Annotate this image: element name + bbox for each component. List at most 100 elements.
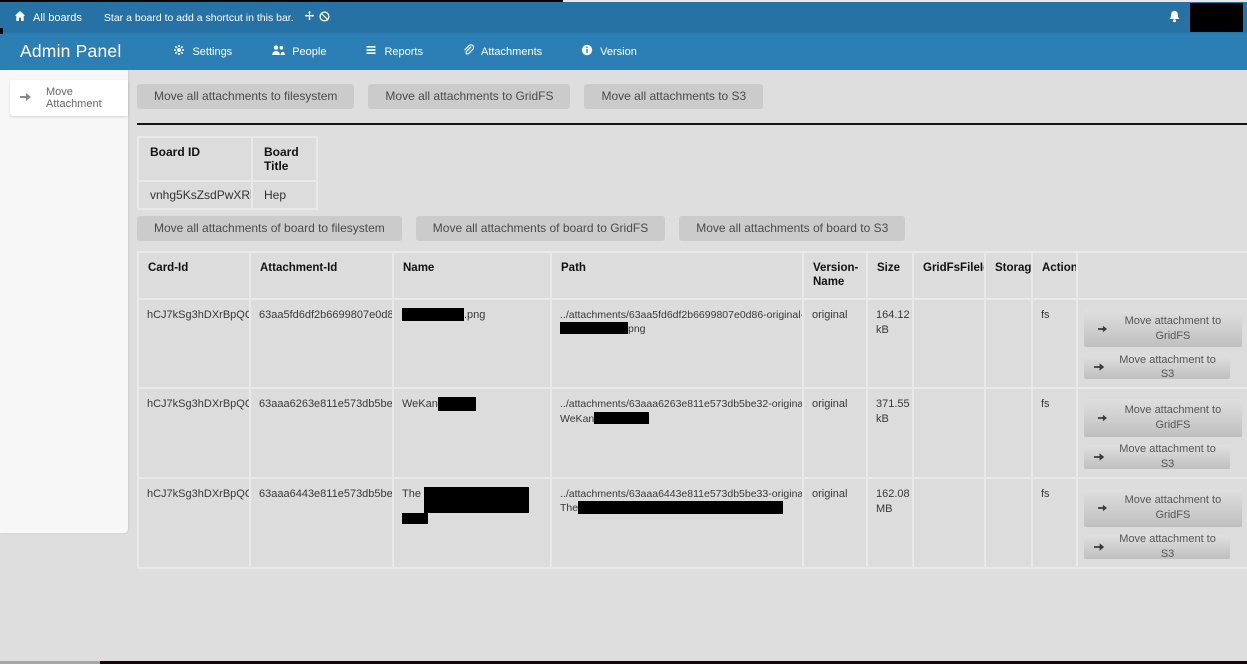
user-avatar-redacted[interactable] bbox=[1190, 3, 1243, 32]
col-header-name: Name bbox=[392, 251, 552, 300]
main-content: Move all attachments to filesystem Move … bbox=[128, 70, 1247, 569]
col-header-action: Action bbox=[1031, 251, 1078, 300]
attachments-table-header-row: Card-Id Attachment-Id Name Path Version-Name… bbox=[137, 251, 1247, 300]
star-hint-text: Star a board to add a shortcut in this b… bbox=[103, 11, 294, 24]
menu-label-people: People bbox=[292, 45, 327, 58]
board-table-header-row: Board ID Board Title bbox=[137, 136, 318, 182]
admin-menu: Settings People Reports Attachments Vers… bbox=[167, 40, 642, 63]
move-attachment-to-s3-button[interactable]: Move attachment to S3 bbox=[1084, 443, 1230, 470]
attachment-row: hCJ7kSg3hDXrBpQQa 63aaa6443e811e573db5be3… bbox=[137, 477, 1247, 569]
row-actions-cell: Move attachment to GridFS Move attachment… bbox=[1076, 387, 1247, 480]
star-hint: Star a board to add a shortcut in this b… bbox=[103, 10, 330, 25]
action-cell: fs bbox=[1031, 387, 1078, 480]
move-all-to-filesystem-button[interactable]: Move all attachments to filesystem bbox=[137, 84, 355, 109]
menu-label-reports: Reports bbox=[384, 45, 423, 58]
card-id-cell: hCJ7kSg3hDXrBpQQa bbox=[137, 477, 251, 569]
move-all-to-gridfs-button[interactable]: Move all attachments to GridFS bbox=[368, 84, 571, 109]
attachment-id-cell: 63aaa6263e811e573db5be32 bbox=[249, 387, 394, 480]
col-header-path: Path bbox=[550, 251, 804, 300]
menu-label-attachments: Attachments bbox=[480, 45, 543, 58]
all-boards-label: All boards bbox=[33, 11, 82, 24]
global-actions-row: Move all attachments to filesystem Move … bbox=[137, 84, 1247, 109]
info-icon bbox=[581, 44, 593, 59]
move-attachment-to-gridfs-button[interactable]: Move attachment to GridFS bbox=[1084, 309, 1242, 348]
storage-cell bbox=[984, 297, 1033, 390]
divider bbox=[137, 123, 1247, 125]
row-actions-cell: Move attachment to GridFS Move attachment… bbox=[1076, 297, 1247, 390]
top-strip-light bbox=[563, 0, 1247, 2]
all-boards-button[interactable]: All boards bbox=[14, 10, 82, 25]
redaction-box bbox=[594, 411, 650, 424]
path-cell: ../attachments/63aaa6443e811e573db5be33-… bbox=[550, 477, 804, 569]
notifications-bell-icon[interactable] bbox=[1168, 10, 1181, 29]
board-title-header: Board Title bbox=[251, 136, 318, 182]
col-header-card-id: Card-Id bbox=[137, 251, 251, 300]
attachment-row: hCJ7kSg3hDXrBpQQa 63aa5fd6df2b6699807e0d8… bbox=[137, 297, 1247, 390]
attachments-table: Card-Id Attachment-Id Name Path Version-Name… bbox=[137, 251, 1247, 569]
redaction-box bbox=[424, 487, 530, 514]
size-cell: 162.08 MB bbox=[866, 477, 914, 569]
arrow-right-icon bbox=[20, 91, 32, 106]
menu-item-people[interactable]: People bbox=[265, 40, 332, 63]
redaction-box bbox=[437, 397, 476, 412]
storage-cell bbox=[984, 477, 1033, 569]
board-id-header: Board ID bbox=[137, 136, 253, 182]
move-board-to-s3-button[interactable]: Move all attachments of board to S3 bbox=[679, 216, 906, 241]
taskbar-edge-left bbox=[0, 661, 100, 664]
gridfsfileid-cell bbox=[912, 297, 986, 390]
card-id-cell: hCJ7kSg3hDXrBpQQa bbox=[137, 297, 251, 390]
action-cell: fs bbox=[1031, 297, 1078, 390]
move-icon[interactable] bbox=[304, 10, 315, 25]
screen-top-strip bbox=[0, 0, 1247, 2]
reports-icon bbox=[365, 44, 377, 59]
col-header-attachment-id: Attachment-Id bbox=[249, 251, 394, 300]
col-header-gridfsfileid: GridFsFileId bbox=[912, 251, 986, 300]
move-board-to-filesystem-button[interactable]: Move all attachments of board to filesys… bbox=[137, 216, 402, 241]
col-header-size: Size bbox=[866, 251, 914, 300]
gridfsfileid-cell bbox=[912, 387, 986, 480]
col-header-storage: Storage bbox=[984, 251, 1033, 300]
version-name-cell: original bbox=[802, 387, 868, 480]
size-cell: 164.12 kB bbox=[866, 297, 914, 390]
redaction-box bbox=[402, 307, 464, 321]
name-cell: WeKan bbox=[392, 387, 552, 480]
move-attachment-to-s3-button[interactable]: Move attachment to S3 bbox=[1084, 533, 1230, 560]
name-cell: .png bbox=[392, 297, 552, 390]
redaction-box bbox=[560, 321, 628, 334]
menu-item-settings[interactable]: Settings bbox=[167, 40, 238, 63]
size-cell: 371.55 kB bbox=[866, 387, 914, 480]
path-cell: ../attachments/63aa5fd6df2b6699807e0d86-… bbox=[550, 297, 804, 390]
top-strip-dark bbox=[0, 0, 563, 2]
row-actions-cell: Move attachment to GridFS Move attachment… bbox=[1076, 477, 1247, 569]
taskbar-edge-right bbox=[100, 661, 1247, 664]
attachment-id-cell: 63aa5fd6df2b6699807e0d86 bbox=[249, 297, 394, 390]
action-cell: fs bbox=[1031, 477, 1078, 569]
attachments-table-body: hCJ7kSg3hDXrBpQQa 63aa5fd6df2b6699807e0d8… bbox=[137, 297, 1247, 569]
version-name-cell: original bbox=[802, 477, 868, 569]
page-title: Admin Panel bbox=[20, 41, 122, 61]
name-cell: The bbox=[392, 477, 552, 569]
version-name-cell: original bbox=[802, 297, 868, 390]
move-all-to-s3-button[interactable]: Move all attachments to S3 bbox=[584, 84, 764, 109]
move-attachment-to-gridfs-button[interactable]: Move attachment to GridFS bbox=[1084, 489, 1242, 527]
move-attachment-to-s3-button[interactable]: Move attachment to S3 bbox=[1084, 354, 1230, 380]
menu-item-version[interactable]: Version bbox=[575, 40, 643, 63]
card-id-cell: hCJ7kSg3hDXrBpQQa bbox=[137, 387, 251, 480]
gridfsfileid-cell bbox=[912, 477, 986, 569]
col-header-version-name: Version-Name bbox=[802, 251, 868, 300]
board-table: Board ID Board Title vnhg5KsZsdPwXRh5W H… bbox=[137, 136, 318, 210]
col-header-blank bbox=[1076, 251, 1247, 300]
move-board-to-gridfs-button[interactable]: Move all attachments of board to GridFS bbox=[415, 216, 666, 241]
board-id-cell: vnhg5KsZsdPwXRh5W bbox=[137, 180, 253, 210]
attachment-id-cell: 63aaa6443e811e573db5be33 bbox=[249, 477, 394, 569]
attachment-row: hCJ7kSg3hDXrBpQQa 63aaa6263e811e573db5be3… bbox=[137, 387, 1247, 480]
gear-icon bbox=[173, 44, 185, 59]
menu-item-attachments[interactable]: Attachments bbox=[456, 40, 548, 63]
sidebar-item-move-attachment[interactable]: Move Attachment bbox=[10, 80, 128, 116]
redaction-box bbox=[578, 501, 784, 515]
move-attachment-to-gridfs-button[interactable]: Move attachment to GridFS bbox=[1084, 399, 1242, 438]
no-shortcut-icon[interactable] bbox=[319, 10, 330, 25]
menu-item-reports[interactable]: Reports bbox=[359, 40, 429, 63]
home-icon bbox=[14, 10, 26, 25]
people-icon bbox=[271, 44, 286, 59]
